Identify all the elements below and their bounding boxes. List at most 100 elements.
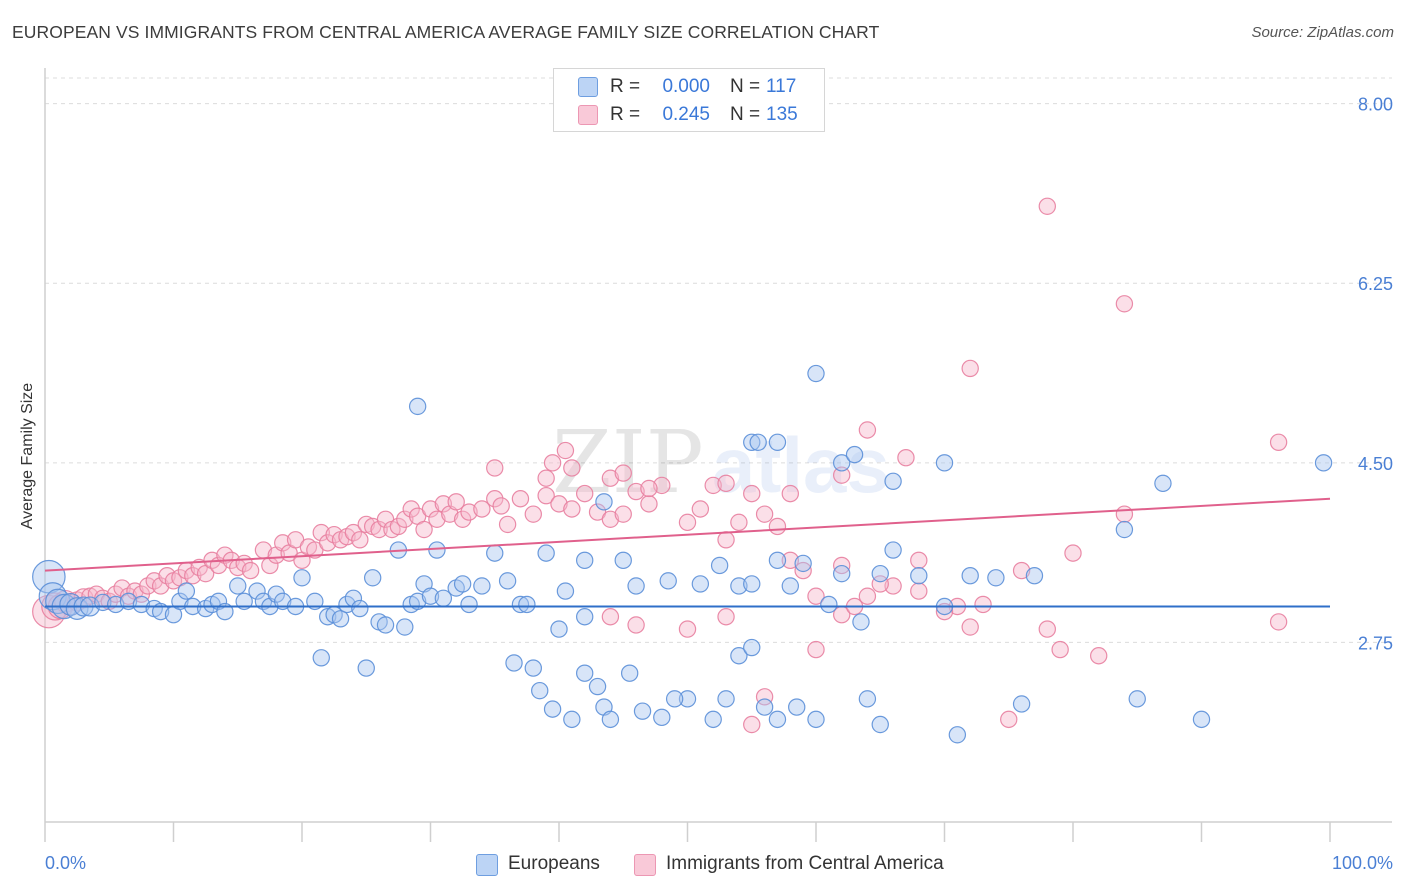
data-point-immigrants: [1064, 544, 1082, 562]
data-point-immigrants: [833, 466, 851, 484]
data-point-europeans: [659, 572, 677, 590]
data-point-immigrants: [755, 505, 774, 523]
data-point-europeans: [665, 690, 684, 708]
data-point-immigrants: [1051, 640, 1069, 659]
data-point-europeans: [428, 541, 446, 559]
data-point-immigrants: [312, 523, 330, 542]
correlation-legend: R = 0.000 N = 117 R = 0.245 N = 135: [553, 68, 825, 132]
data-point-immigrants: [524, 505, 543, 523]
data-point-europeans: [595, 493, 613, 511]
legend-swatch-pink: [634, 854, 656, 876]
data-point-immigrants: [357, 515, 375, 534]
legend-r-label: R =: [610, 104, 641, 125]
data-point-immigrants: [151, 577, 170, 595]
data-point-europeans: [357, 659, 375, 677]
data-point-immigrants: [344, 523, 363, 542]
data-point-immigrants: [473, 500, 491, 518]
data-point-europeans: [576, 664, 594, 682]
data-point-europeans: [691, 575, 710, 593]
legend-n-value: 117: [766, 76, 797, 97]
watermark-atlas: atlas: [712, 421, 890, 509]
data-point-immigrants: [389, 517, 408, 536]
data-point-immigrants: [511, 490, 530, 508]
data-point-europeans: [743, 638, 761, 657]
data-point-europeans: [312, 649, 330, 667]
data-point-europeans: [710, 556, 729, 575]
legend-r-value: 0.000: [662, 76, 710, 97]
data-point-immigrants: [1089, 647, 1108, 665]
data-point-europeans: [274, 592, 292, 611]
data-point-europeans: [833, 564, 851, 583]
data-point-europeans: [948, 726, 967, 744]
data-point-europeans: [531, 681, 549, 700]
data-point-immigrants: [627, 616, 645, 634]
data-point-immigrants: [537, 486, 555, 505]
data-point-europeans: [209, 592, 228, 611]
data-point-immigrants: [563, 500, 581, 518]
data-point-europeans: [704, 710, 722, 729]
data-point-europeans: [306, 592, 324, 611]
data-point-immigrants: [1269, 433, 1288, 452]
data-point-immigrants: [858, 421, 877, 439]
data-point-immigrants: [601, 469, 620, 487]
data-point-immigrants: [241, 561, 260, 580]
data-point-immigrants: [1038, 620, 1057, 638]
data-point-immigrants: [492, 497, 510, 515]
data-point-europeans: [171, 592, 189, 611]
data-point-europeans: [884, 472, 902, 490]
data-point-immigrants: [807, 587, 825, 605]
data-point-europeans: [768, 710, 787, 729]
data-point-europeans: [421, 587, 440, 605]
data-point-europeans: [884, 541, 902, 559]
data-point-europeans: [248, 582, 266, 600]
data-point-immigrants: [453, 510, 472, 528]
data-point-europeans: [338, 595, 356, 614]
data-point-immigrants: [434, 495, 453, 513]
data-point-immigrants: [807, 640, 825, 659]
data-point-europeans: [871, 715, 889, 734]
series-immigrants-central-america: [32, 197, 1288, 734]
data-point-europeans: [755, 698, 774, 716]
data-point-europeans: [132, 595, 151, 614]
y-tick-label: 2.75: [1358, 633, 1393, 653]
data-point-europeans: [119, 592, 138, 611]
data-point-europeans: [858, 690, 877, 708]
data-point-europeans: [1025, 567, 1044, 585]
data-point-immigrants: [717, 608, 735, 626]
data-point-europeans: [65, 597, 89, 620]
data-point-europeans: [1012, 695, 1031, 713]
data-point-europeans: [871, 564, 889, 583]
data-point-europeans: [408, 397, 427, 416]
data-point-europeans: [550, 620, 568, 638]
data-point-immigrants: [486, 490, 504, 508]
data-point-immigrants: [402, 500, 420, 518]
data-point-immigrants: [974, 595, 992, 614]
data-point-immigrants: [447, 493, 465, 511]
data-point-immigrants: [691, 500, 710, 518]
data-point-europeans: [1115, 520, 1134, 539]
data-point-immigrants: [935, 602, 954, 621]
data-point-immigrants: [396, 510, 414, 528]
data-point-immigrants: [1115, 505, 1134, 523]
data-point-europeans: [1192, 710, 1211, 729]
data-point-europeans: [556, 582, 575, 600]
legend-swatch-blue: [476, 854, 498, 876]
data-point-europeans: [363, 569, 382, 587]
data-point-immigrants: [351, 531, 369, 549]
data-point-europeans: [852, 613, 870, 631]
legend-swatch-pink: [578, 105, 598, 125]
y-tick-label: 4.50: [1358, 454, 1393, 474]
data-point-europeans: [543, 700, 562, 718]
data-point-immigrants: [1115, 295, 1134, 313]
data-point-immigrants: [717, 474, 735, 493]
axes: [44, 68, 1392, 842]
legend-r-label: R =: [610, 76, 641, 97]
data-point-europeans: [524, 659, 543, 677]
data-point-immigrants: [556, 441, 575, 460]
legend-label-immigrants: Immigrants from Central America: [666, 853, 944, 874]
data-point-immigrants: [858, 587, 877, 605]
data-point-immigrants: [627, 482, 645, 501]
series-legend: Europeans Immigrants from Central Americ…: [0, 852, 1406, 878]
data-point-europeans: [614, 551, 632, 570]
data-point-europeans: [961, 567, 979, 585]
